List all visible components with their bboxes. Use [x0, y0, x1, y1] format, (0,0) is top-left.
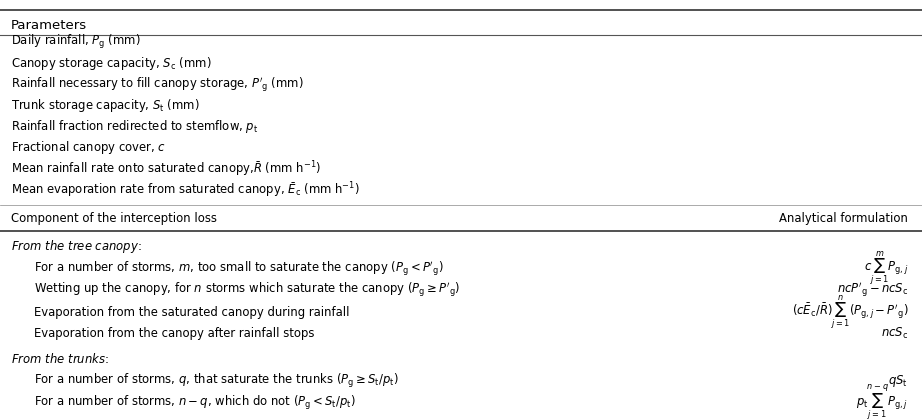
Text: Canopy storage capacity, $S_\mathrm{c}$ (mm): Canopy storage capacity, $S_\mathrm{c}$ …: [11, 55, 212, 72]
Text: Wetting up the canopy, for $n$ storms which saturate the canopy ($P_\mathrm{g} \: Wetting up the canopy, for $n$ storms wh…: [34, 281, 460, 299]
Text: Mean rainfall rate onto saturated canopy,$\bar{R}$ (mm h$^{-1}$): Mean rainfall rate onto saturated canopy…: [11, 159, 321, 178]
Text: Fractional canopy cover, $c$: Fractional canopy cover, $c$: [11, 139, 166, 156]
Text: Evaporation from the canopy after rainfall stops: Evaporation from the canopy after rainfa…: [34, 328, 314, 340]
Text: $\it{From\ the\ trunks}$:: $\it{From\ the\ trunks}$:: [11, 352, 109, 366]
Text: Rainfall fraction redirected to stemflow, $p_\mathrm{t}$: Rainfall fraction redirected to stemflow…: [11, 118, 258, 135]
Text: $\it{From\ the\ tree\ canopy}$:: $\it{From\ the\ tree\ canopy}$:: [11, 238, 142, 255]
Text: $ncP'_\mathrm{g} - ncS_\mathrm{c}$: $ncP'_\mathrm{g} - ncS_\mathrm{c}$: [837, 281, 908, 299]
Text: $(c\bar{E}_\mathrm{c}/\bar{R})\sum_{j=1}^{n}(P_{\mathrm{g},j} - P'_\mathrm{g})$: $(c\bar{E}_\mathrm{c}/\bar{R})\sum_{j=1}…: [792, 294, 908, 331]
Text: For a number of storms, $n - q$, which do not ($P_\mathrm{g} < S_\mathrm{t}/p_\m: For a number of storms, $n - q$, which d…: [34, 394, 356, 412]
Text: Daily rainfall, $P_\mathrm{g}$ (mm): Daily rainfall, $P_\mathrm{g}$ (mm): [11, 33, 141, 51]
Text: $ncS_\mathrm{c}$: $ncS_\mathrm{c}$: [881, 326, 908, 341]
Text: Parameters: Parameters: [11, 19, 88, 32]
Text: Rainfall necessary to fill canopy storage, $P'_\mathrm{g}$ (mm): Rainfall necessary to fill canopy storag…: [11, 75, 303, 94]
Text: $p_\mathrm{t}\sum_{j=1}^{n-q} P_{\mathrm{g},j}$: $p_\mathrm{t}\sum_{j=1}^{n-q} P_{\mathrm…: [857, 383, 908, 420]
Text: $c\sum_{j=1}^{m} P_{\mathrm{g},j}$: $c\sum_{j=1}^{m} P_{\mathrm{g},j}$: [864, 250, 908, 287]
Text: Analytical formulation: Analytical formulation: [779, 212, 908, 225]
Text: Evaporation from the saturated canopy during rainfall: Evaporation from the saturated canopy du…: [34, 306, 349, 318]
Text: For a number of storms, $m$, too small to saturate the canopy ($P_\mathrm{g} < P: For a number of storms, $m$, too small t…: [34, 259, 443, 278]
Text: $qS_\mathrm{t}$: $qS_\mathrm{t}$: [889, 373, 908, 389]
Text: For a number of storms, $q$, that saturate the trunks ($P_\mathrm{g} \geq S_\mat: For a number of storms, $q$, that satura…: [34, 372, 399, 390]
Text: Trunk storage capacity, $S_\mathrm{t}$ (mm): Trunk storage capacity, $S_\mathrm{t}$ (…: [11, 97, 200, 114]
Text: Component of the interception loss: Component of the interception loss: [11, 212, 217, 225]
Text: Mean evaporation rate from saturated canopy, $\bar{E}_\mathrm{c}$ (mm h$^{-1}$): Mean evaporation rate from saturated can…: [11, 181, 360, 200]
